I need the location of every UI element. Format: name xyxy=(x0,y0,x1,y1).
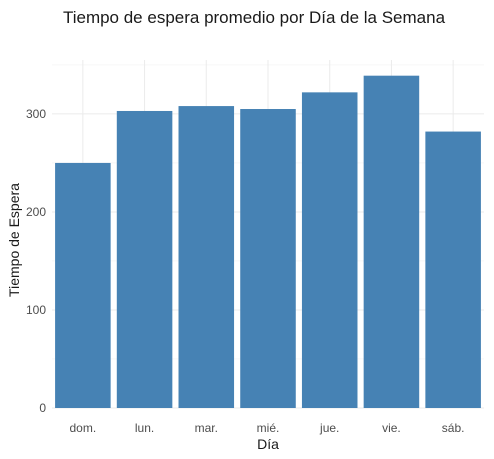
bar-4 xyxy=(301,92,358,408)
y-tick-label: 200 xyxy=(26,205,46,219)
chart-title: Tiempo de espera promedio por Día de la … xyxy=(63,8,446,27)
x-tick-label: jue. xyxy=(319,421,339,435)
bars xyxy=(55,75,481,409)
x-tick-label: lun. xyxy=(135,421,154,435)
bar-1 xyxy=(116,110,173,409)
x-tick-label: sáb. xyxy=(442,421,465,435)
y-axis-title: Tiempo de Espera xyxy=(6,183,22,297)
x-axis-ticks: dom. lun. mar. mié. jue. vie. sáb. xyxy=(70,421,465,435)
bar-3 xyxy=(240,109,296,408)
x-tick-label: dom. xyxy=(70,421,97,435)
x-tick-label: mar. xyxy=(195,421,218,435)
bar-5 xyxy=(363,75,420,408)
x-tick-label: vie. xyxy=(382,421,401,435)
y-tick-label: 100 xyxy=(26,303,46,317)
y-axis-ticks: 0 100 200 300 xyxy=(26,107,46,415)
bar-6 xyxy=(425,131,481,409)
x-tick-label: mié. xyxy=(257,421,280,435)
y-tick-label: 300 xyxy=(26,107,46,121)
bar-0 xyxy=(55,162,111,408)
x-axis-title: Día xyxy=(257,436,279,452)
y-tick-label: 0 xyxy=(39,401,46,415)
bar-2 xyxy=(178,106,235,408)
